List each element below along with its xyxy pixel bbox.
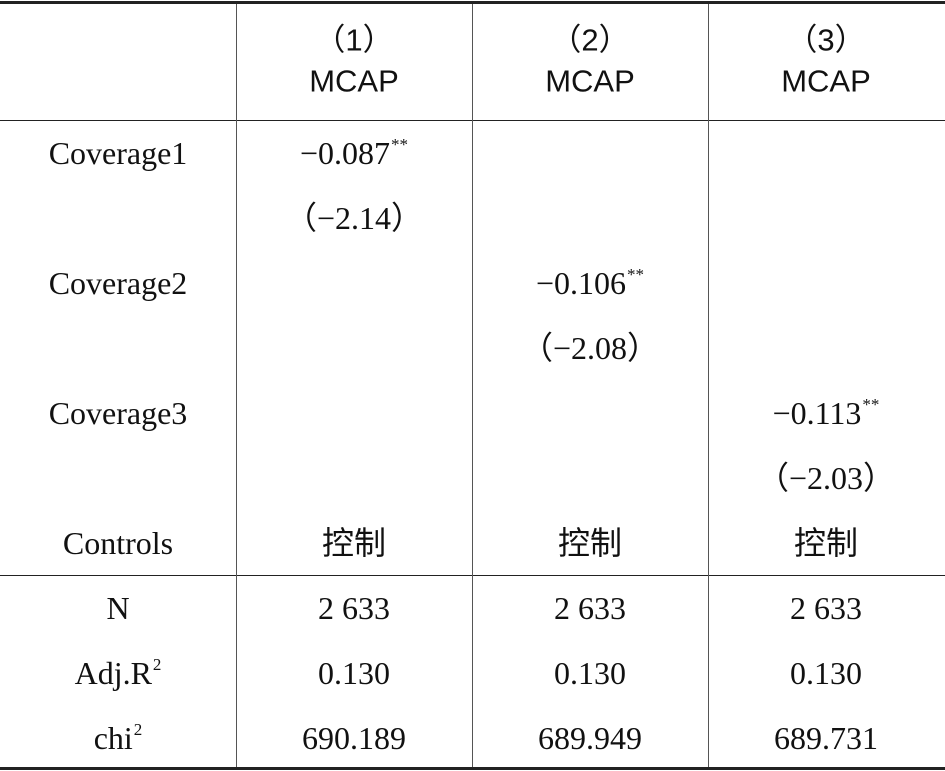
table-cell-text: −0.106 (535, 265, 627, 301)
row-label: Adj.R2 (74, 655, 162, 691)
table-cell: （−2.03） (756, 460, 896, 496)
table-cell: 0.130 (790, 655, 862, 691)
row-label: Coverage1 (48, 135, 188, 171)
table-cell: 689.949 (538, 720, 642, 756)
column-divider (236, 4, 237, 767)
table-cell: −0.113** (772, 395, 880, 431)
table-cell: −0.087** (299, 135, 409, 171)
row-label: N (106, 590, 130, 626)
row-label-superscript: 2 (133, 720, 143, 739)
row-label-text: chi (93, 720, 133, 756)
table-cell: （−2.08） (520, 330, 660, 366)
table-cell: 2 633 (554, 590, 626, 626)
bottom-rule (0, 767, 945, 770)
table-cell: 0.130 (318, 655, 390, 691)
column-label: MCAP (781, 63, 871, 99)
row-label-text: Adj.R (74, 655, 152, 691)
table-cell-superscript: ** (627, 265, 645, 284)
table-cell: 控制 (321, 525, 387, 561)
top-rule (0, 1, 945, 4)
table-cell: （−2.14） (284, 200, 424, 236)
row-label: Coverage3 (48, 395, 188, 431)
table-cell-superscript: ** (391, 135, 409, 154)
table-cell-text: −0.113 (772, 395, 862, 431)
table-cell: 2 633 (318, 590, 390, 626)
table-cell: 控制 (793, 525, 859, 561)
table-cell: 690.189 (302, 720, 406, 756)
table-cell: 0.130 (554, 655, 626, 691)
table-cell-text: −0.087 (299, 135, 391, 171)
column-divider (472, 4, 473, 767)
column-divider (708, 4, 709, 767)
table-cell: 控制 (557, 525, 623, 561)
row-label: Controls (62, 525, 174, 561)
column-label: MCAP (309, 63, 399, 99)
column-number: （1） (314, 22, 394, 58)
table-cell-superscript: ** (862, 395, 880, 414)
column-label: MCAP (545, 63, 635, 99)
table-cell: 2 633 (790, 590, 862, 626)
table-cell: −0.106** (535, 265, 645, 301)
column-number: （2） (550, 22, 630, 58)
row-label: chi2 (93, 720, 143, 756)
table-cell: 689.731 (774, 720, 878, 756)
column-number: （3） (786, 22, 866, 58)
row-label-superscript: 2 (152, 655, 162, 674)
row-label: Coverage2 (48, 265, 188, 301)
